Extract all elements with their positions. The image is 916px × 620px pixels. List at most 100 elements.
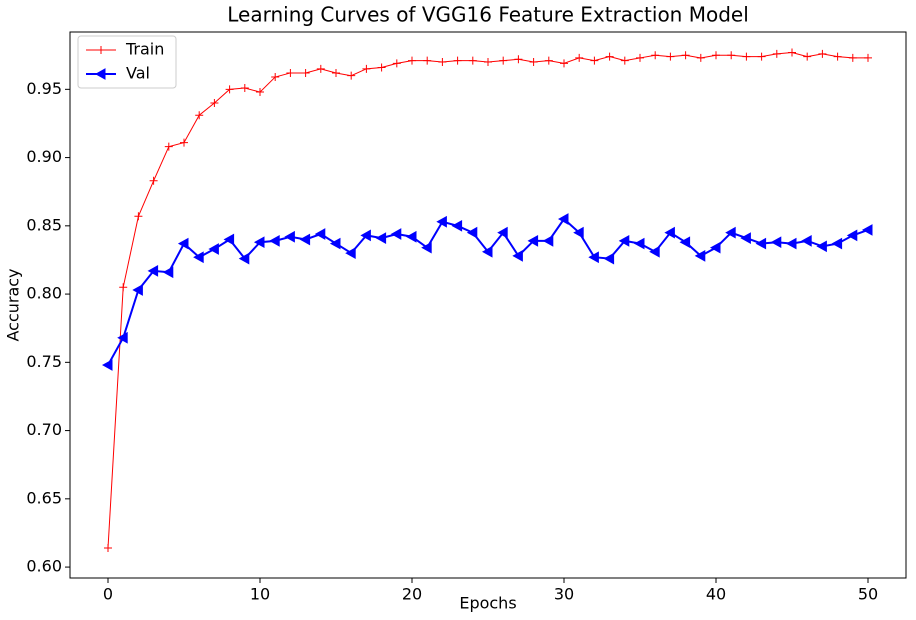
marker — [727, 51, 736, 60]
marker — [438, 58, 447, 67]
marker — [633, 237, 645, 250]
marker — [451, 219, 463, 232]
marker — [253, 236, 265, 249]
legend-label: Val — [126, 64, 150, 83]
marker — [527, 234, 539, 247]
marker — [453, 56, 462, 65]
marker — [573, 226, 584, 239]
marker — [864, 53, 872, 62]
marker — [345, 247, 356, 259]
marker — [223, 233, 235, 246]
marker — [177, 237, 189, 250]
marker — [286, 68, 295, 77]
marker — [848, 53, 857, 62]
marker — [405, 230, 417, 243]
marker — [119, 283, 128, 292]
marker — [788, 48, 796, 57]
marker — [709, 241, 721, 254]
marker — [466, 226, 478, 239]
marker — [164, 142, 173, 151]
marker — [210, 98, 219, 107]
marker — [256, 88, 264, 97]
y-tick-label: 0.90 — [26, 147, 62, 166]
marker — [801, 234, 812, 247]
marker — [269, 234, 280, 247]
marker — [360, 229, 371, 242]
marker — [284, 230, 295, 243]
marker — [238, 252, 250, 265]
marker — [666, 52, 675, 61]
x-tick-label: 50 — [858, 585, 878, 604]
y-tick-label: 0.95 — [26, 79, 62, 98]
marker — [347, 71, 356, 80]
marker — [117, 331, 128, 344]
series-line — [107, 217, 869, 366]
marker — [421, 241, 432, 254]
marker — [818, 49, 827, 58]
y-tick-label: 0.70 — [26, 420, 62, 439]
marker — [314, 228, 326, 240]
marker — [575, 53, 584, 62]
x-tick-label: 0 — [103, 585, 113, 604]
marker — [134, 212, 143, 221]
marker — [195, 111, 204, 120]
plot-frame — [69, 31, 907, 579]
series-markers — [104, 48, 872, 552]
marker — [557, 213, 569, 225]
marker — [147, 265, 159, 277]
marker — [97, 46, 105, 54]
marker — [755, 237, 767, 250]
marker — [560, 59, 568, 68]
marker — [392, 59, 401, 68]
marker — [529, 58, 538, 67]
marker — [712, 51, 720, 60]
marker — [590, 56, 599, 65]
marker — [104, 543, 112, 552]
marker — [299, 233, 311, 246]
marker — [271, 73, 280, 82]
marker — [757, 52, 766, 61]
marker — [225, 85, 234, 94]
x-tick-label: 30 — [554, 585, 574, 604]
marker — [377, 63, 386, 72]
legend-label: Train — [125, 40, 164, 59]
marker — [101, 359, 113, 371]
marker — [742, 52, 751, 61]
marker — [740, 232, 751, 244]
marker — [375, 232, 387, 244]
marker — [649, 245, 660, 258]
marker — [468, 56, 477, 65]
x-axis-label: Epochs — [459, 594, 516, 613]
marker — [664, 226, 675, 239]
marker — [301, 68, 310, 77]
marker — [497, 226, 508, 239]
chart-title: Learning Curves of VGG16 Feature Extract… — [227, 3, 749, 27]
marker — [180, 138, 188, 147]
marker — [588, 251, 599, 264]
marker — [651, 51, 660, 60]
x-tick-label: 40 — [706, 585, 726, 604]
marker — [481, 245, 493, 258]
x-tick-label: 20 — [402, 585, 422, 604]
marker — [162, 266, 174, 279]
marker — [696, 53, 705, 62]
y-tick-label: 0.80 — [26, 284, 62, 303]
marker — [620, 56, 629, 65]
y-tick-label: 0.85 — [26, 215, 62, 234]
marker — [484, 58, 492, 67]
marker — [362, 64, 371, 73]
marker — [694, 250, 706, 262]
marker — [512, 250, 523, 262]
marker — [332, 68, 340, 77]
y-tick-label: 0.65 — [26, 488, 62, 507]
marker — [316, 64, 325, 73]
marker — [499, 56, 508, 65]
marker — [544, 56, 553, 65]
marker — [816, 240, 827, 253]
series-line — [107, 51, 868, 548]
y-tick-label: 0.60 — [26, 557, 62, 576]
marker — [208, 243, 219, 255]
marker — [132, 284, 143, 296]
marker — [770, 236, 782, 249]
